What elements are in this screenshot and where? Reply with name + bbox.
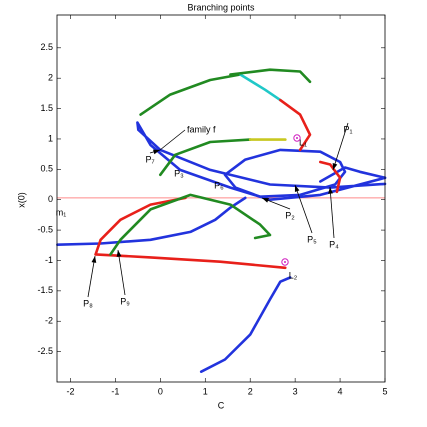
arrow-head	[91, 256, 97, 263]
special-point	[281, 258, 289, 266]
curve	[94, 196, 187, 256]
curve	[136, 121, 387, 201]
y-tick-label: 2.5	[40, 42, 53, 52]
curve	[109, 193, 272, 256]
arrow-line	[117, 249, 126, 296]
special-point-center	[296, 137, 298, 139]
x-tick-label: 4	[338, 386, 343, 396]
x-tick-label: 2	[248, 386, 253, 396]
x-tick-label: -1	[111, 386, 119, 396]
arrow-line	[329, 186, 335, 239]
annotation: P₁	[343, 124, 352, 134]
curve	[223, 148, 347, 198]
annotation: m₁	[56, 207, 67, 217]
x-tick-label: 0	[158, 386, 163, 396]
arrow-head	[332, 163, 338, 170]
special-point-center	[284, 261, 286, 263]
annotation: P₆	[214, 180, 224, 190]
x-tick-label: -2	[66, 386, 74, 396]
annotation: P₇	[145, 154, 154, 164]
curve	[94, 253, 287, 270]
y-tick-label: 1.5	[40, 103, 53, 113]
y-tick-label: 2	[48, 73, 53, 83]
curve	[319, 160, 342, 194]
plot-frame	[56, 14, 386, 383]
leader-line	[159, 129, 186, 151]
arrow-head	[116, 250, 122, 257]
y-tick-label: -0.5	[37, 224, 53, 234]
x-axis-label: C	[218, 400, 225, 410]
y-tick-label: -2.5	[37, 346, 53, 356]
arrow-line	[87, 255, 96, 298]
annotation: family f	[187, 124, 216, 134]
curve	[139, 73, 242, 116]
curve	[279, 98, 312, 152]
y-tick-label: -2	[45, 316, 53, 326]
curve	[229, 68, 312, 84]
x-tick-label: 5	[382, 386, 387, 396]
annotation: L₁	[299, 137, 307, 147]
curve	[239, 73, 282, 102]
arrow-line	[294, 184, 313, 234]
annotation: P₉	[120, 296, 130, 306]
y-tick-label: 0.5	[40, 164, 53, 174]
annotation: L₂	[289, 270, 298, 280]
special-point	[293, 134, 301, 142]
y-tick-label: 1	[48, 133, 53, 143]
annotation: P₂	[285, 210, 295, 220]
curve	[159, 138, 252, 177]
annotation: P₄	[329, 239, 339, 249]
y-axis-label: x(0)	[16, 192, 26, 208]
y-tick-label: -1	[45, 255, 53, 265]
curve	[319, 166, 387, 183]
y-tick-label: 0	[48, 194, 53, 204]
curve	[199, 276, 292, 373]
arrow-head	[294, 185, 300, 192]
y-tick-label: -1.5	[37, 285, 53, 295]
arrow-head	[153, 149, 160, 155]
annotation: P₃	[174, 168, 184, 178]
arrow-line	[332, 122, 349, 171]
arrow-head	[328, 187, 333, 194]
chart-title: Branching points	[187, 2, 255, 12]
annotation: P₅	[307, 234, 317, 244]
x-tick-label: 1	[203, 386, 208, 396]
x-tick-label: 3	[293, 386, 298, 396]
annotation: P₈	[83, 298, 93, 308]
arrow-head	[262, 198, 269, 203]
